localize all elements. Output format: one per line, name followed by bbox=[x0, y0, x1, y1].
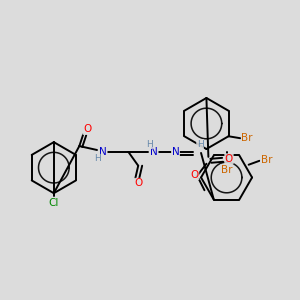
Text: O: O bbox=[134, 178, 142, 188]
Text: Br: Br bbox=[242, 133, 253, 143]
Text: Br: Br bbox=[261, 155, 272, 165]
Text: O: O bbox=[83, 124, 91, 134]
Text: N: N bbox=[99, 147, 107, 157]
Text: N: N bbox=[172, 147, 179, 157]
Text: Cl: Cl bbox=[49, 198, 59, 208]
Text: N: N bbox=[150, 147, 158, 157]
Text: O: O bbox=[225, 154, 233, 164]
Text: H: H bbox=[94, 154, 101, 163]
Text: O: O bbox=[190, 169, 199, 179]
Text: H: H bbox=[146, 140, 152, 148]
Text: Br: Br bbox=[221, 165, 232, 175]
Text: H: H bbox=[197, 140, 203, 148]
